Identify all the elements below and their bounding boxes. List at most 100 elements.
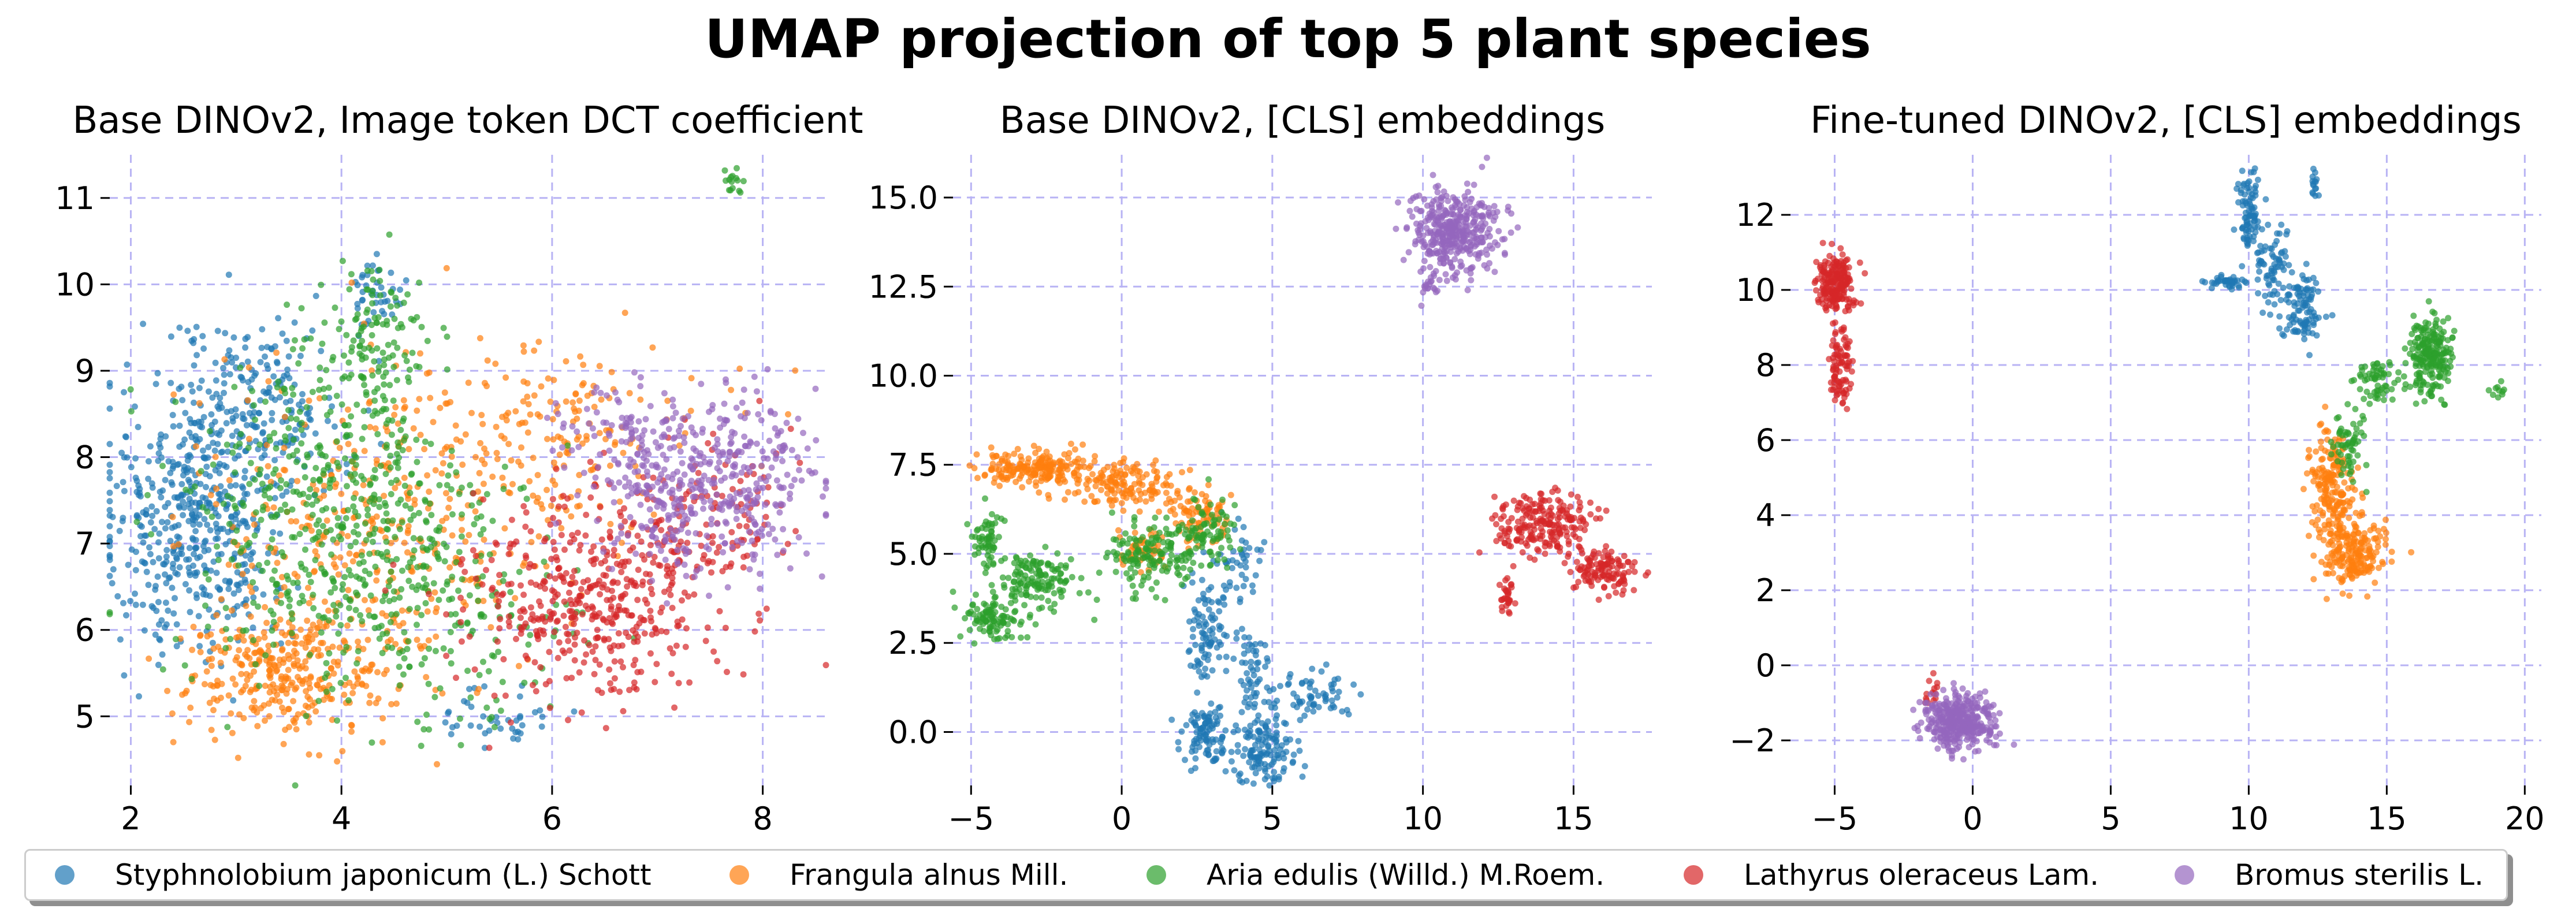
data-point: [590, 483, 597, 490]
data-point: [1023, 565, 1030, 571]
data-point: [292, 686, 299, 693]
data-point: [147, 551, 154, 557]
data-point: [347, 432, 353, 439]
data-point: [356, 343, 363, 350]
data-point: [143, 532, 150, 539]
data-point: [472, 575, 479, 582]
data-point: [351, 471, 358, 478]
data-point: [170, 423, 177, 430]
data-point: [414, 605, 421, 612]
data-point: [1131, 514, 1138, 521]
data-point: [337, 602, 344, 609]
data-point: [822, 662, 829, 669]
data-point: [1186, 467, 1193, 474]
data-point: [483, 704, 490, 711]
data-point: [535, 338, 542, 345]
data-point: [1195, 658, 1201, 665]
data-point: [631, 468, 638, 475]
data-point: [623, 439, 630, 445]
data-point: [687, 462, 694, 469]
data-point: [458, 533, 465, 540]
data-point: [187, 609, 193, 616]
data-point: [669, 579, 676, 586]
data-point: [1120, 507, 1127, 514]
data-point: [363, 537, 370, 543]
data-point: [517, 485, 524, 492]
data-point: [200, 543, 207, 550]
data-point: [631, 638, 638, 645]
data-point: [740, 487, 747, 494]
data-point: [1192, 765, 1198, 772]
data-point: [381, 311, 388, 318]
data-point: [224, 441, 230, 448]
data-point: [1163, 474, 1170, 481]
data-point: [561, 650, 568, 657]
data-point: [544, 415, 550, 421]
data-point: [390, 561, 397, 568]
data-point: [757, 585, 764, 592]
data-point: [1033, 479, 1039, 486]
data-point: [174, 494, 181, 501]
data-point: [418, 323, 425, 330]
data-point: [1180, 564, 1187, 571]
data-point: [480, 658, 486, 665]
data-point: [159, 519, 165, 526]
data-point: [567, 580, 574, 587]
data-point: [1297, 717, 1304, 724]
data-point: [308, 527, 315, 534]
data-point: [714, 658, 721, 665]
data-point: [379, 739, 386, 746]
data-point: [751, 500, 758, 507]
data-point: [323, 660, 330, 666]
data-point: [566, 589, 572, 596]
data-point: [1208, 599, 1215, 606]
data-point: [475, 597, 482, 604]
data-point: [310, 605, 317, 612]
data-point: [1038, 604, 1045, 611]
data-point: [585, 420, 592, 427]
data-point: [263, 620, 270, 626]
data-point: [281, 445, 288, 451]
data-point: [411, 497, 418, 504]
data-point: [962, 615, 969, 621]
data-point: [414, 621, 420, 628]
data-point: [405, 638, 412, 645]
data-point: [434, 553, 441, 560]
data-point: [1046, 467, 1053, 474]
data-point: [444, 366, 451, 373]
data-point: [332, 584, 338, 591]
data-point: [993, 514, 1000, 521]
data-point: [800, 430, 806, 437]
data-point: [1074, 459, 1081, 465]
data-point: [221, 380, 228, 387]
data-point: [396, 455, 402, 461]
data-point: [459, 511, 466, 518]
data-point: [279, 492, 286, 499]
data-point: [300, 431, 307, 438]
data-point: [227, 636, 234, 642]
data-point: [531, 709, 538, 716]
data-point: [359, 274, 366, 281]
data-point: [520, 591, 527, 598]
data-point: [162, 599, 169, 606]
data-point: [1131, 569, 1138, 576]
data-point: [729, 463, 736, 470]
data-point: [1315, 692, 1321, 699]
data-point: [1240, 583, 1247, 590]
data-point: [1249, 588, 1256, 595]
data-point: [690, 445, 697, 452]
data-point: [950, 588, 956, 595]
data-point: [343, 515, 349, 522]
data-point: [1156, 557, 1163, 564]
data-point: [753, 486, 760, 493]
data-point: [414, 718, 421, 725]
data-point: [281, 584, 288, 591]
data-point: [1112, 537, 1119, 543]
data-point: [352, 606, 359, 613]
data-point: [1244, 670, 1250, 677]
data-point: [261, 634, 268, 641]
data-point: [311, 568, 318, 575]
data-point: [293, 518, 300, 525]
data-point: [173, 621, 180, 628]
data-point: [197, 481, 204, 487]
